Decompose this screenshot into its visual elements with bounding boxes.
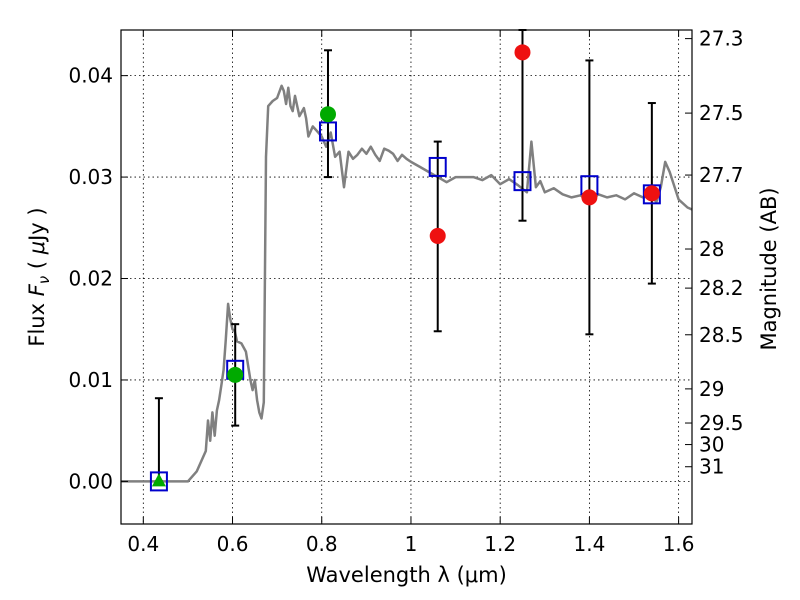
x-tick-label: 0.8 <box>306 532 338 556</box>
x-tick-label: 1 <box>405 532 418 556</box>
mag-tick-label: 31 <box>699 455 724 479</box>
observed-point-red <box>643 185 660 202</box>
observed-point-red <box>429 227 446 244</box>
mag-tick-label: 28.2 <box>699 276 744 300</box>
y-axis-label: Flux Fν ( μJy ) <box>25 207 53 346</box>
model-point <box>149 471 168 492</box>
y-tick-label: 0.02 <box>68 267 113 291</box>
spectrum-series <box>121 84 693 483</box>
mag-tick-label: 30 <box>699 433 724 457</box>
mag-tick-label: 29 <box>699 377 724 401</box>
spectrum-line <box>121 84 693 483</box>
plot-frame <box>120 29 693 525</box>
model-point <box>318 121 337 142</box>
y-axis-ticks: 0.00 0.01 0.02 0.03 0.04 <box>68 64 128 493</box>
mag-tick-label: 28 <box>699 237 724 261</box>
y-tick-label: 0.00 <box>68 469 113 493</box>
x-axis-label: Wavelength λ (μm) <box>306 563 507 587</box>
x-tick-label: 1.6 <box>663 532 695 556</box>
observed-point-red <box>581 189 598 206</box>
mag-tick-label: 27.3 <box>699 27 744 51</box>
mag-tick-label: 27.7 <box>699 163 744 187</box>
mag-tick-label: 28.5 <box>699 323 744 347</box>
x-tick-label: 0.6 <box>217 532 249 556</box>
upper-limit-point <box>151 473 166 487</box>
x-tick-label: 1.4 <box>573 532 605 556</box>
errorbars <box>154 29 656 483</box>
observed-photometry-series <box>151 44 660 487</box>
y-tick-label: 0.04 <box>68 64 113 88</box>
x-tick-label: 0.4 <box>127 532 159 556</box>
magnitude-axis-label: Magnitude (AB) <box>757 187 781 350</box>
observed-point-red <box>514 44 531 61</box>
model-photometry-series <box>149 121 661 492</box>
observed-point-green <box>227 366 244 383</box>
y-tick-label: 0.03 <box>68 165 113 189</box>
x-axis-ticks: 0.4 0.6 0.8 1 1.2 1.4 1.6 <box>127 30 695 556</box>
model-point <box>428 156 447 177</box>
y-tick-label: 0.01 <box>68 368 113 392</box>
observed-point-green <box>319 106 336 123</box>
x-tick-label: 1.2 <box>484 532 516 556</box>
model-point <box>513 171 532 192</box>
mag-tick-label: 27.5 <box>699 101 744 125</box>
mag-tick-label: 29.5 <box>699 411 744 435</box>
